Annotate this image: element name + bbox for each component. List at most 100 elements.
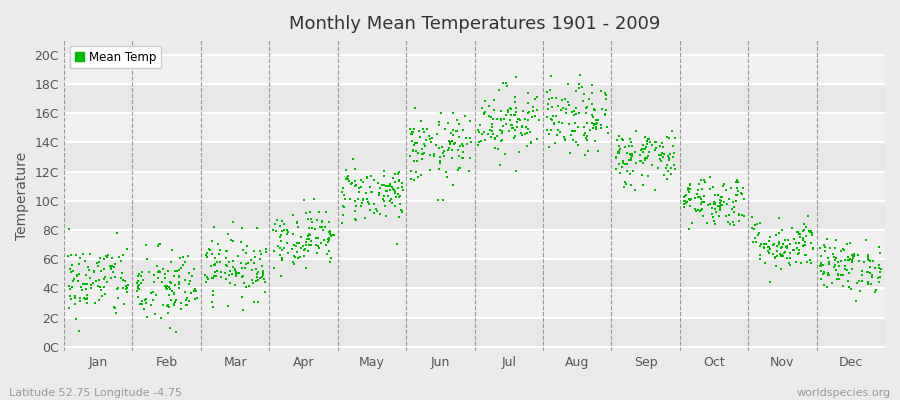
Point [158,283,172,290]
Point [131,293,146,300]
Point [799,259,814,265]
Point [149,263,164,269]
Point [377,168,392,174]
Point [849,298,863,304]
Point [562,121,577,127]
Point [790,228,805,235]
Point [454,154,469,161]
Point [94,287,108,294]
Point [641,136,655,143]
Point [544,127,558,134]
Bar [64,142,885,172]
Point [348,217,363,223]
Point [286,259,301,265]
Point [163,325,177,332]
Point [750,221,764,227]
Point [842,270,856,276]
Point [612,148,626,155]
Point [713,205,727,211]
Point [547,121,562,128]
Point [131,271,146,278]
Point [117,301,131,308]
Point [585,82,599,88]
Point [134,268,148,275]
Point [562,150,577,156]
Point [706,218,721,224]
Point [408,104,422,111]
Point [715,202,729,208]
Point [786,246,800,253]
Point [222,280,237,287]
Point [304,238,319,244]
Bar [64,55,885,84]
Point [395,186,410,193]
Point [636,146,651,152]
Point [176,262,191,268]
Point [211,259,225,265]
Point [545,117,560,124]
Point [119,286,133,292]
Text: Latitude 52.75 Longitude -4.75: Latitude 52.75 Longitude -4.75 [9,388,182,398]
Point [838,257,852,263]
Point [151,242,166,249]
Point [524,139,538,145]
Point [312,224,327,230]
Point [528,113,543,120]
Point [344,181,358,187]
Point [779,243,794,250]
Point [663,150,678,157]
Point [440,120,454,126]
Point [620,150,634,156]
Point [303,208,318,215]
Point [286,230,301,237]
Point [472,122,487,128]
Point [395,180,410,186]
Point [393,207,408,213]
Point [510,116,525,122]
Point [609,154,624,160]
Point [325,231,339,238]
Point [542,131,556,137]
Point [286,212,301,218]
Point [166,290,181,296]
Point [804,228,818,234]
Point [179,302,194,308]
Point [442,138,456,144]
Point [266,248,281,254]
Point [297,253,311,259]
Point [523,129,537,135]
Point [679,198,693,204]
Point [405,138,419,144]
Point [415,151,429,157]
Point [79,285,94,292]
Point [482,102,496,109]
Point [629,160,643,166]
Point [504,112,518,118]
Point [778,250,792,256]
Point [199,279,213,286]
Point [611,133,625,139]
Point [770,243,784,250]
Point [296,197,310,203]
Point [745,214,760,220]
Point [667,150,681,156]
Point [690,187,705,194]
Point [775,243,789,250]
Point [548,95,562,101]
Point [403,126,418,133]
Point [248,254,262,260]
Point [580,120,594,127]
Point [508,105,523,111]
Point [863,258,878,264]
Point [806,246,820,252]
Point [813,244,827,251]
Point [836,272,850,278]
Point [130,283,145,290]
Point [354,177,368,183]
Point [579,110,593,116]
Point [551,103,565,109]
Point [359,190,374,196]
Point [668,166,682,172]
Point [624,157,638,163]
Point [173,255,187,261]
